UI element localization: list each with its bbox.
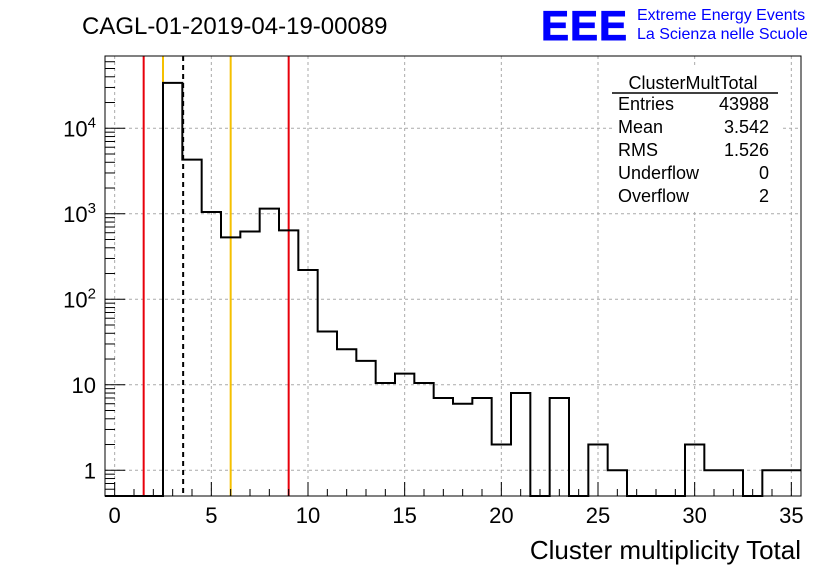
x-tick-label: 20 bbox=[489, 503, 513, 528]
y-tick-label: 104 bbox=[63, 114, 96, 141]
x-axis-label: Cluster multiplicity Total bbox=[530, 535, 801, 565]
x-tick-label: 15 bbox=[392, 503, 416, 528]
x-tick-label: 0 bbox=[109, 503, 121, 528]
stats-label: Overflow bbox=[618, 186, 690, 206]
y-tick-label: 102 bbox=[63, 285, 96, 312]
x-tick-label: 5 bbox=[205, 503, 217, 528]
logo-line-2: La Scienza nelle Scuole bbox=[637, 26, 808, 43]
plot-frame bbox=[104, 55, 802, 497]
logo-line-1: Extreme Energy Events bbox=[637, 7, 805, 24]
stats-label: RMS bbox=[618, 140, 658, 160]
marker-lines bbox=[142, 56, 290, 496]
y-tick-label: 1 bbox=[84, 458, 96, 483]
x-tick-label: 30 bbox=[682, 503, 706, 528]
stats-title: ClusterMultTotal bbox=[628, 73, 757, 93]
stats-label: Mean bbox=[618, 117, 663, 137]
stats-value: 43988 bbox=[719, 94, 769, 114]
stats-value: 1.526 bbox=[724, 140, 769, 160]
y-tick-label: 10 bbox=[72, 373, 96, 398]
x-tick-label: 25 bbox=[586, 503, 610, 528]
y-tick-label: 103 bbox=[63, 200, 96, 227]
stats-value: 0 bbox=[759, 163, 769, 183]
eee-logo: EEE Extreme Energy Events La Scienza nel… bbox=[541, 2, 808, 50]
x-tick-label: 35 bbox=[779, 503, 803, 528]
stats-box: ClusterMultTotal Entries 43988 Mean 3.54… bbox=[612, 68, 780, 210]
stats-label: Underflow bbox=[618, 163, 700, 183]
stats-value: 3.542 bbox=[724, 117, 769, 137]
stats-box-bg bbox=[612, 68, 780, 210]
grid bbox=[105, 56, 801, 496]
run-title: CAGL-01-2019-04-19-00089 bbox=[82, 13, 388, 40]
stats-label: Entries bbox=[618, 94, 674, 114]
x-tick-label: 10 bbox=[296, 503, 320, 528]
logo-mark: EEE bbox=[541, 2, 628, 49]
stats-value: 2 bbox=[759, 186, 769, 206]
